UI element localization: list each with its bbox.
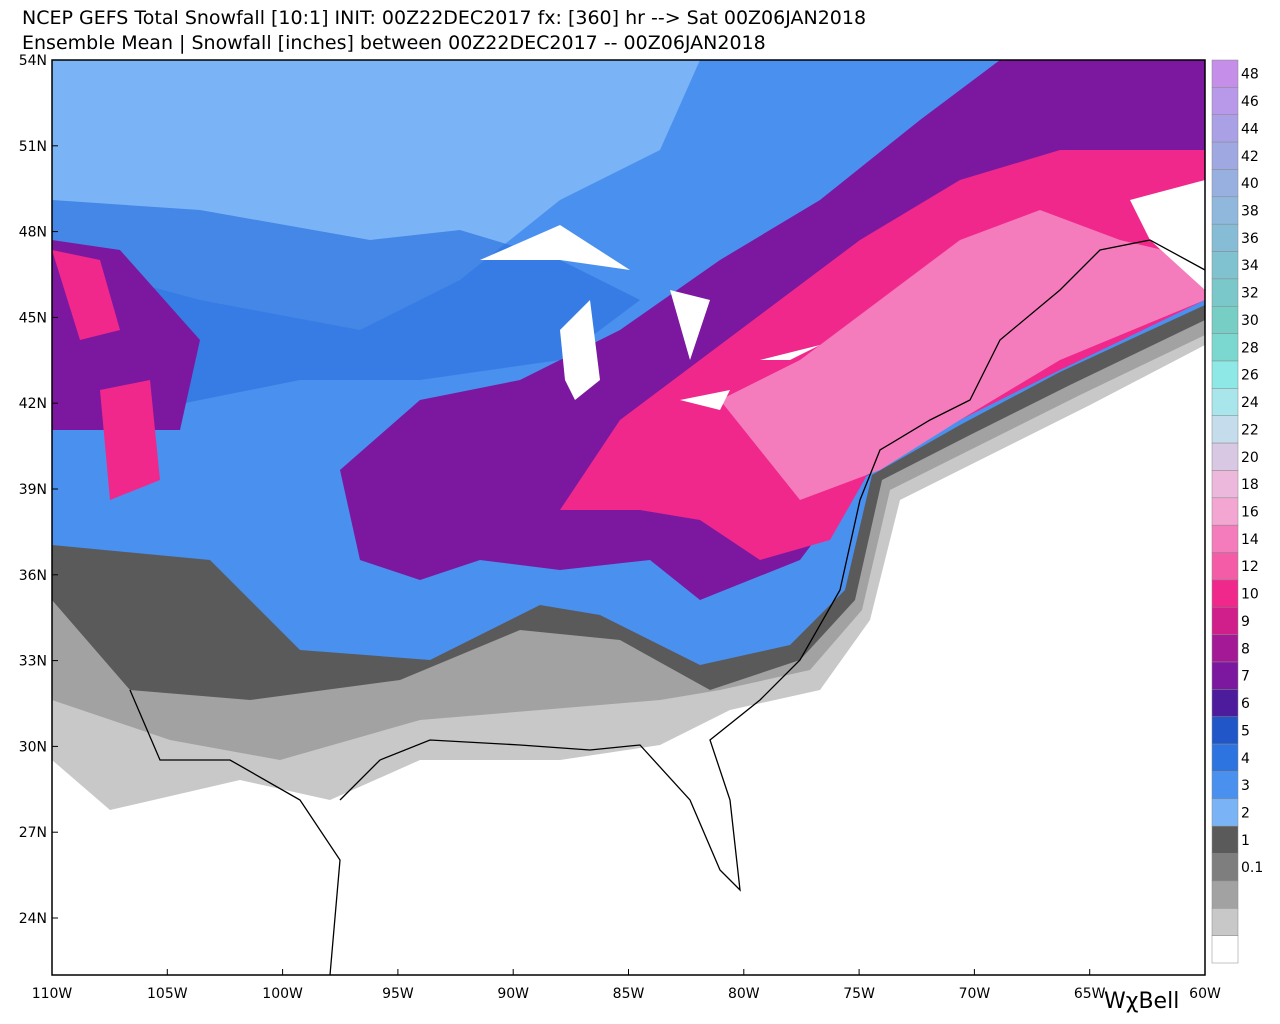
- latitude-label: 36N: [19, 568, 47, 584]
- colorbar-label: 32: [1241, 286, 1259, 302]
- colorbar-label: 46: [1241, 94, 1259, 110]
- colorbar-label: 30: [1241, 313, 1259, 329]
- longitude-label: 60W: [1189, 986, 1221, 1002]
- logo: WχBell: [1104, 989, 1179, 1014]
- map-axes: 54N 51N 48N 45N 42N 39N 36N 33N 30N 27N 24N 110W 105…: [19, 53, 1221, 1002]
- colorbar-cell: [1211, 634, 1239, 663]
- colorbar-cell: [1211, 908, 1239, 936]
- colorbar-cell: [1211, 169, 1239, 198]
- longitude-label: 85W: [613, 986, 645, 1002]
- colorbar-label: 7: [1241, 669, 1250, 685]
- latitude-label: 27N: [19, 825, 47, 841]
- colorbar-cell: [1211, 771, 1239, 800]
- colorbar-cell: [1211, 278, 1239, 307]
- map-subtitle: Ensemble Mean | Snowfall [inches] betwee…: [22, 32, 766, 54]
- colorbar-label: 5: [1241, 723, 1250, 739]
- colorbar-cell: [1211, 59, 1239, 88]
- colorbar-cell: [1211, 689, 1239, 717]
- colorbar-cell: [1211, 524, 1239, 553]
- colorbar-label: 24: [1241, 395, 1259, 411]
- colorbar-cell: [1211, 87, 1239, 115]
- colorbar-cell: [1211, 825, 1239, 854]
- snowfall-field: [52, 60, 1205, 975]
- latitude-label: 54N: [19, 53, 47, 69]
- coastline: [129, 239, 1206, 976]
- colorbar-cell: [1211, 223, 1239, 252]
- colorbar-label: 6: [1241, 696, 1250, 712]
- colorbar-label: 12: [1241, 559, 1259, 575]
- colorbar-cell: [1211, 306, 1239, 334]
- latitude-label: 33N: [19, 654, 47, 670]
- colorbar-label: 34: [1241, 258, 1259, 274]
- colorbar-cell: [1211, 196, 1239, 225]
- colorbar-label: 16: [1241, 505, 1259, 521]
- colorbar-cell: [1211, 470, 1239, 499]
- colorbar-label: 9: [1241, 614, 1250, 630]
- longitude-label: 100W: [262, 986, 303, 1002]
- longitude-label: 70W: [959, 986, 991, 1002]
- colorbar-label: 28: [1241, 340, 1259, 356]
- latitude-label: 42N: [19, 396, 47, 412]
- longitude-label: 65W: [1074, 986, 1106, 1002]
- colorbar-cell: [1211, 388, 1239, 416]
- colorbar-cell: [1211, 552, 1239, 581]
- colorbar-label: 26: [1241, 368, 1259, 384]
- longitude-label: 110W: [32, 986, 73, 1002]
- colorbar-cell: [1211, 661, 1239, 690]
- colorbar-cell: [1211, 333, 1239, 362]
- colorbar-label: 42: [1241, 149, 1259, 165]
- colorbar-cell: [1211, 251, 1239, 280]
- longitude-label: 105W: [147, 986, 188, 1002]
- latitude-label: 48N: [19, 225, 47, 241]
- colorbar-label: 38: [1241, 204, 1259, 220]
- map-title: NCEP GEFS Total Snowfall [10:1] INIT: 00…: [22, 7, 866, 29]
- latitude-label: 24N: [19, 911, 47, 927]
- latitude-label: 39N: [19, 482, 47, 498]
- colorbar-label: 40: [1241, 176, 1259, 192]
- colorbar-cell: [1211, 743, 1239, 772]
- longitude-label: 90W: [497, 986, 529, 1002]
- colorbar-cell: [1211, 798, 1239, 827]
- colorbar-label: 3: [1241, 778, 1250, 794]
- colorbar-cell: [1211, 415, 1239, 444]
- colorbar-label: 20: [1241, 450, 1259, 466]
- colorbar-label: 8: [1241, 641, 1250, 657]
- colorbar-label: 36: [1241, 231, 1259, 247]
- colorbar-cell: [1211, 716, 1239, 745]
- colorbar-cell: [1211, 880, 1239, 909]
- colorbar: 4846444240383634323028262422201816141210…: [1211, 59, 1263, 964]
- colorbar-label: 1: [1241, 833, 1250, 849]
- latitude-label: 30N: [19, 739, 47, 755]
- colorbar-cell: [1211, 141, 1239, 170]
- colorbar-cell: [1211, 935, 1239, 964]
- colorbar-cell: [1211, 579, 1239, 608]
- latitude-label: 45N: [19, 310, 47, 326]
- longitude-label: 80W: [728, 986, 760, 1002]
- colorbar-label: 4: [1241, 751, 1250, 767]
- colorbar-label: 2: [1241, 806, 1250, 822]
- colorbar-label: 18: [1241, 477, 1259, 493]
- colorbar-cell: [1211, 442, 1239, 471]
- colorbar-cell: [1211, 114, 1239, 143]
- colorbar-cell: [1211, 497, 1239, 526]
- colorbar-cell: [1211, 853, 1239, 882]
- colorbar-cell: [1211, 360, 1239, 389]
- colorbar-cell: [1211, 607, 1239, 635]
- colorbar-label: 48: [1241, 67, 1259, 83]
- latitude-label: 51N: [19, 139, 47, 155]
- colorbar-label: 22: [1241, 422, 1259, 438]
- longitude-label: 95W: [382, 986, 414, 1002]
- longitude-label: 75W: [843, 986, 875, 1002]
- colorbar-label: 44: [1241, 121, 1259, 137]
- colorbar-label: 0.1: [1241, 860, 1263, 876]
- colorbar-label: 10: [1241, 587, 1259, 603]
- colorbar-label: 14: [1241, 532, 1259, 548]
